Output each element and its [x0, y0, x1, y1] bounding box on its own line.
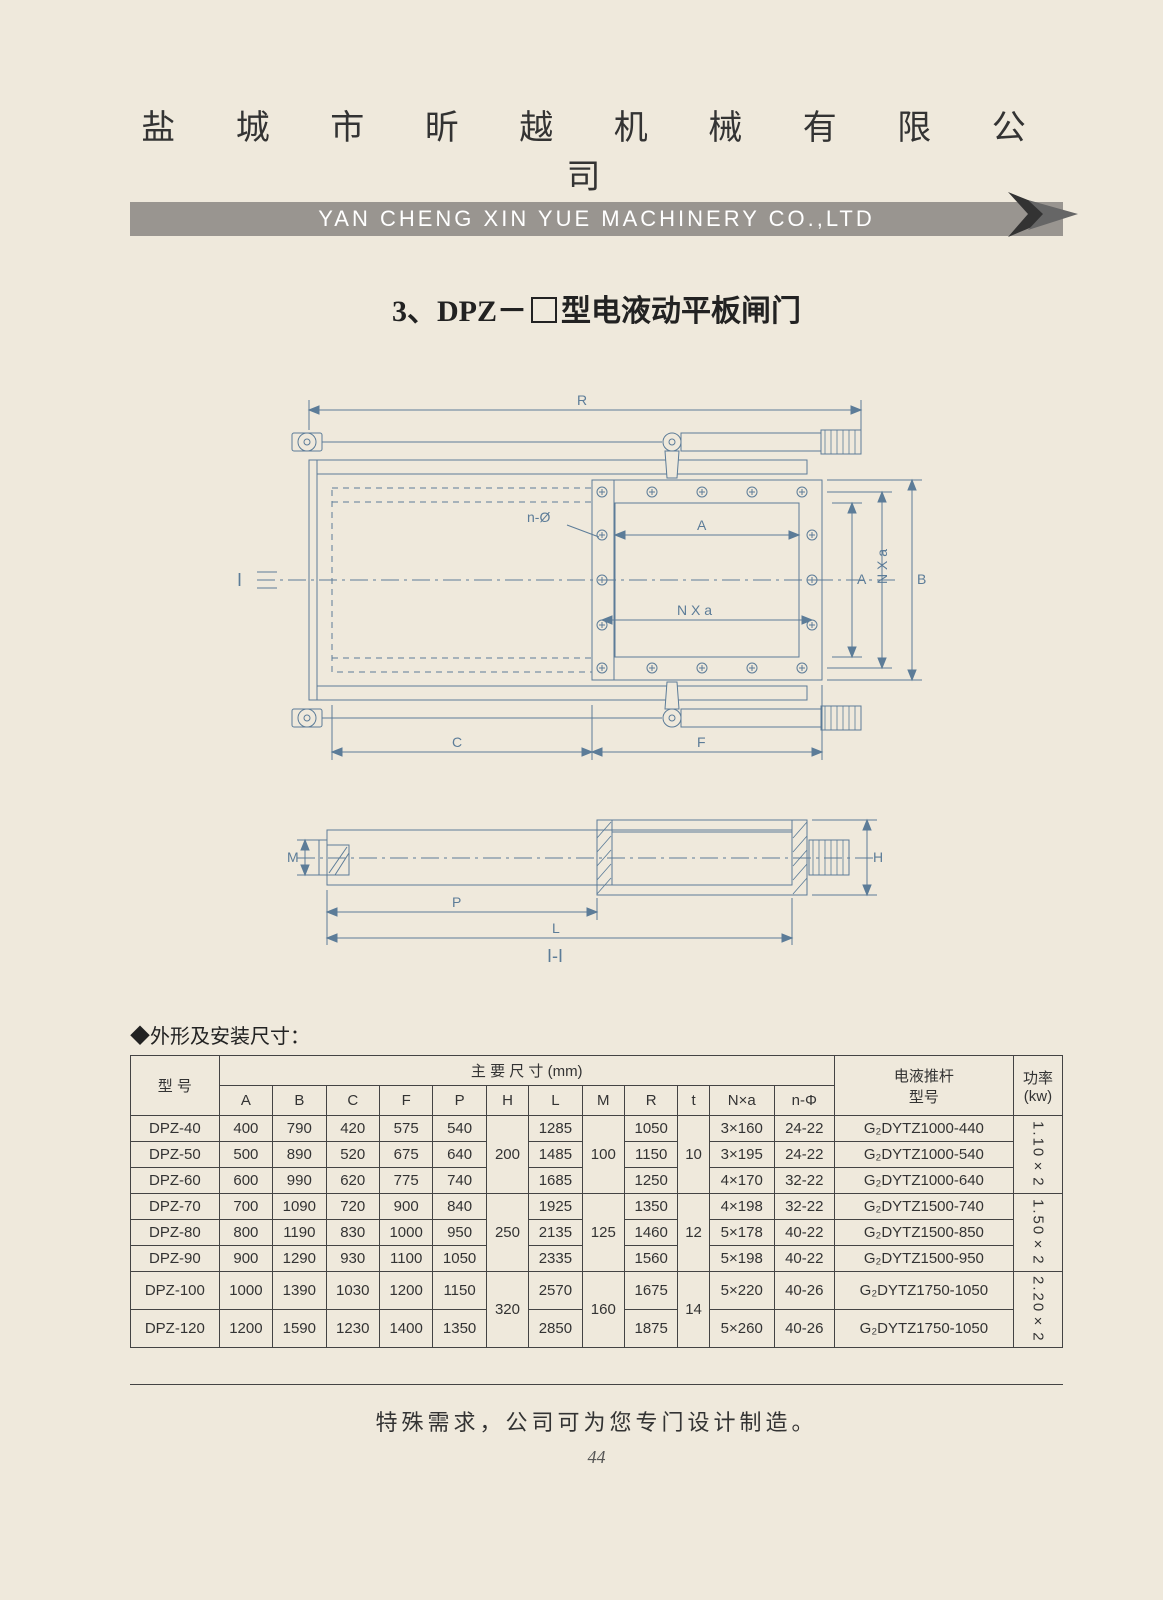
- dim-C: C: [452, 734, 462, 750]
- technical-drawing: R A N X a n-Ø I: [197, 360, 997, 980]
- dim-NXa-v: N X a: [874, 549, 890, 584]
- title-prefix: 3、DPZ－: [392, 295, 527, 328]
- logo-arrow-icon: [1003, 172, 1083, 252]
- dim-H: H: [873, 849, 883, 865]
- col-L: L: [529, 1086, 582, 1116]
- footer-text: 特殊需求，公司可为您专门设计制造。: [130, 1405, 1063, 1437]
- dim-NXa-h: N X a: [677, 602, 712, 618]
- col-C: C: [326, 1086, 379, 1116]
- col-model: 型 号: [131, 1056, 220, 1116]
- col-NXa: N×a: [709, 1086, 774, 1116]
- table-row: DPZ-70 7001090720900840 250 1925 125 135…: [131, 1194, 1063, 1220]
- section-title: 3、DPZ－ 型电液动平板闸门: [130, 286, 1063, 330]
- col-Mh: M: [582, 1086, 624, 1116]
- footer-divider: [130, 1384, 1063, 1385]
- page-number: 44: [130, 1447, 1063, 1468]
- col-H: H: [486, 1086, 528, 1116]
- col-main: 主 要 尺 寸 (mm): [219, 1056, 834, 1086]
- col-actuator: 电液推杆型号: [834, 1056, 1013, 1116]
- dim-I-left: I: [237, 570, 242, 590]
- dim-M: M: [287, 849, 299, 865]
- company-name-en-bar: YAN CHENG XIN YUE MACHINERY CO.,LTD: [130, 202, 1063, 236]
- col-R: R: [624, 1086, 677, 1116]
- title-suffix: 型电液动平板闸门: [561, 295, 801, 328]
- dim-F: F: [697, 734, 706, 750]
- dim-A: A: [697, 517, 707, 533]
- section-label: I-I: [547, 946, 563, 966]
- col-nPhi: n-Φ: [774, 1086, 834, 1116]
- col-B: B: [273, 1086, 326, 1116]
- dim-nphi: n-Ø: [527, 509, 550, 525]
- dim-P: P: [452, 894, 461, 910]
- table-row: DPZ-100 10001390103012001150 320 2570 16…: [131, 1272, 1063, 1310]
- company-name-cn: 盐 城 市 昕 越 机 械 有 限 公 司: [130, 100, 1063, 198]
- col-power: 功率(kw): [1013, 1056, 1062, 1116]
- col-P: P: [433, 1086, 486, 1116]
- table-row: DPZ-40 400790420575540 200 1285 100 1050…: [131, 1116, 1063, 1142]
- col-A: A: [219, 1086, 272, 1116]
- col-F: F: [379, 1086, 432, 1116]
- dim-A-v: A: [857, 571, 867, 587]
- dim-L: L: [552, 920, 560, 936]
- title-box-icon: [531, 297, 557, 323]
- spec-table: 型 号 主 要 尺 寸 (mm) 电液推杆型号 功率(kw) A B C F P…: [130, 1055, 1063, 1348]
- table-heading: ◆外形及安装尺寸：: [130, 1020, 1063, 1049]
- company-name-en: YAN CHENG XIN YUE MACHINERY CO.,LTD: [318, 206, 875, 231]
- dim-R: R: [577, 392, 587, 408]
- dim-B: B: [917, 571, 926, 587]
- document-page: 盐 城 市 昕 越 机 械 有 限 公 司 YAN CHENG XIN YUE …: [0, 0, 1163, 1600]
- col-t: t: [678, 1086, 709, 1116]
